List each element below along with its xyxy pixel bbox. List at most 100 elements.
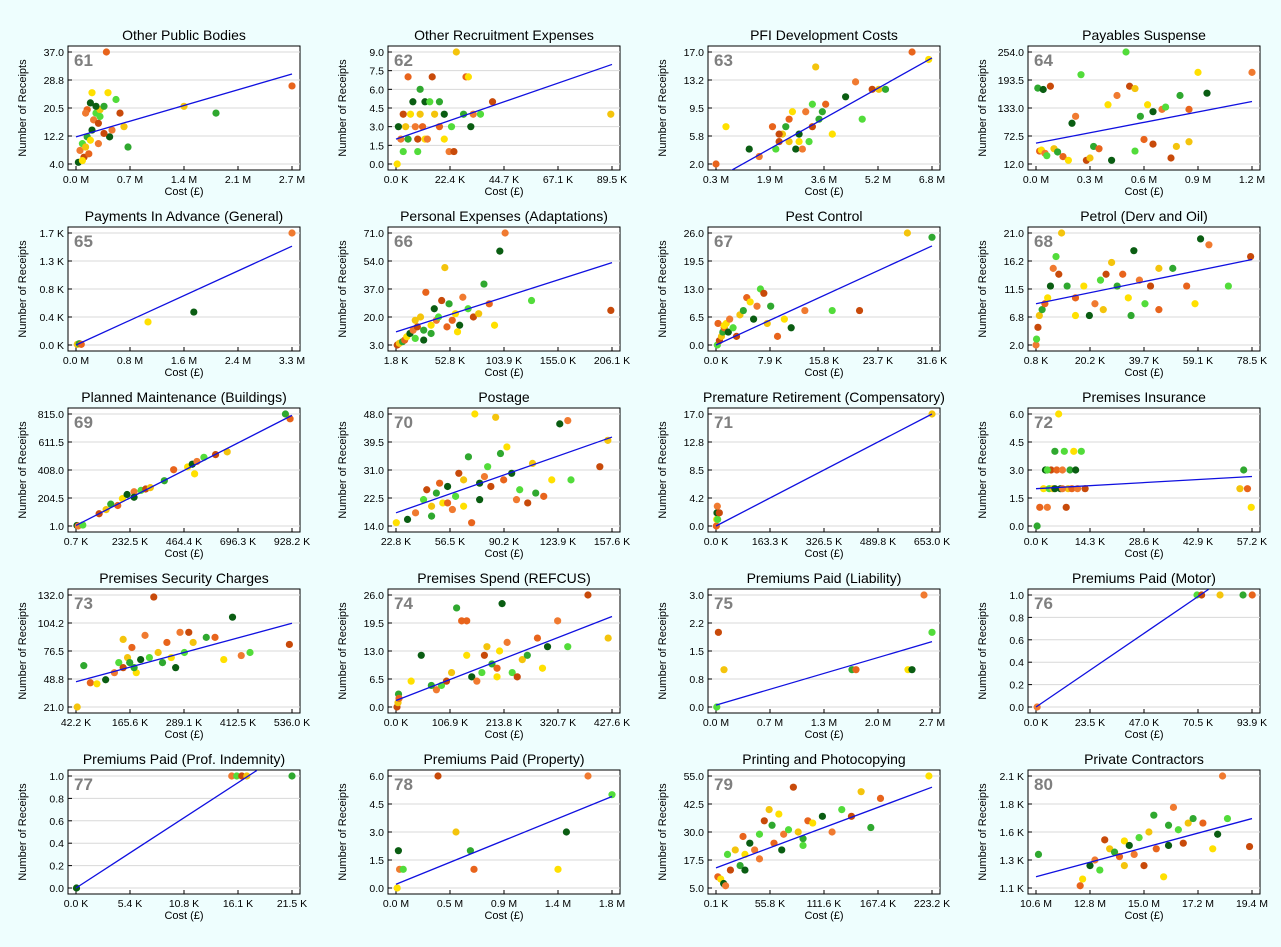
scatter-point [1119,270,1127,278]
x-tick-label: 52.8 K [435,355,465,367]
scatter-point [1043,503,1051,511]
y-tick-label: 611.5 [39,437,65,449]
chart-svg: Premises Insurance 0.0 1.5 3.0 4.5 6.0 0.0 K 14… [977,389,1267,560]
scatter-point [1032,341,1040,349]
scatter-point [228,772,236,780]
scatter-point [1172,142,1180,151]
y-tick-label: 1.3 K [39,256,64,268]
x-axis-label: Cost (£) [484,729,523,741]
x-tick-label: 7.9 K [758,355,783,367]
trend-line [1035,100,1253,144]
scatter-point [443,323,451,331]
y-tick-label: 37.0 [44,47,65,59]
x-tick-label: 0.0 K [64,898,89,910]
scatter-point [150,593,158,601]
scatter-point [285,640,293,649]
x-axis-label: Cost (£) [164,548,203,560]
scatter-point [787,324,795,332]
scatter-point [107,500,115,508]
x-tick-label: 57.2 K [1237,536,1267,548]
scatter-point [920,591,928,599]
y-axis-label: Number of Receipts [337,783,349,881]
chart-svg: Postage 14.0 22.5 31.0 39.5 48.0 22.8 K 56.5 K 9… [337,389,630,560]
x-tick-label: 90.2 K [489,536,519,548]
x-tick-label: 5.4 K [118,898,143,910]
trend-line [395,262,613,333]
scatter-point [1080,282,1088,290]
scatter-point [427,502,436,510]
scatter-point [86,99,94,107]
y-tick-label: 204.5 [38,493,64,505]
scatter-point [1034,850,1043,858]
scatter-point [492,413,500,421]
scatter-point [1141,300,1149,308]
scatter-point [220,655,228,664]
scatter-point [476,110,485,118]
scatter-point [440,110,448,118]
x-tick-label: 213.8 K [486,717,522,729]
y-tick-label: 408.0 [38,465,64,477]
scatter-point [715,509,723,517]
scatter-point [447,123,456,131]
scatter-point [903,229,911,237]
y-axis-label: Number of Receipts [17,602,29,700]
chart-title: Premises Insurance [1082,389,1206,405]
x-tick-label: 223.2 K [914,898,950,910]
x-tick-label: 17.2 M [1182,898,1214,910]
plot-area [67,769,301,895]
scatter-point [533,634,542,642]
scatter-point [562,828,570,836]
scatter-point [714,515,722,524]
y-tick-label: 9.5 [689,103,704,115]
scatter-point [1046,82,1054,90]
x-axis-label: Cost (£) [1124,367,1163,379]
scatter-point [1174,826,1182,834]
y-tick-label: 17.0 [684,47,705,59]
y-tick-label: 12.8 [684,437,705,449]
scatter-point [794,828,802,836]
scatter-point [772,145,780,153]
scatter-point [452,828,460,836]
x-tick-label: 0.0 M [703,717,729,729]
scatter-point [799,841,807,850]
scatter-point [1096,866,1104,874]
scatter-point [795,130,803,138]
y-axis-label: Number of Receipts [977,421,989,519]
chart-panel: Other Recruitment Expenses 0.0 1.5 3.0 4.5 6.… [320,0,640,198]
scatter-point [172,664,180,672]
scatter-point [908,48,916,56]
scatter-point [1130,247,1138,255]
x-tick-label: 44.7 K [489,174,519,186]
y-tick-label: 0.0 [369,883,384,895]
scatter-point [145,653,153,662]
chart-panel: PFI Development Costs 2.0 5.8 9.5 13.2 17.0 0.… [640,0,960,198]
scatter-point [414,147,422,156]
scatter-point [403,515,412,524]
scatter-point [780,830,788,838]
chart-title: Postage [478,389,530,405]
scatter-point [501,229,509,237]
y-tick-label: 0.8 [49,793,64,805]
x-tick-label: 2.4 M [225,355,251,367]
scatter-point [478,668,486,677]
y-axis-label: Number of Receipts [17,783,29,881]
trend-line [730,57,933,170]
scatter-point [1102,270,1110,278]
chart-svg: Payables Suspense 12.0 72.5 133.0 193.5 254.0… [977,27,1265,198]
chart-number: 75 [714,594,733,613]
x-tick-label: 1.6 M [171,355,197,367]
x-tick-label: 464.4 K [166,536,202,548]
scatter-point [94,119,102,127]
scatter-point [554,617,562,625]
scatter-point [404,135,412,143]
chart-number: 79 [714,775,733,794]
scatter-point [399,865,407,873]
trend-line [715,641,933,706]
scatter-point [540,492,548,500]
y-tick-label: 2.0 [689,159,704,171]
y-tick-label: 9.0 [369,47,384,59]
chart-panel: Other Public Bodies 4.0 12.2 20.5 28.8 37.0 0.… [0,0,320,198]
scatter-point [453,604,461,612]
scatter-point [470,865,478,873]
scatter-point [1033,522,1041,530]
